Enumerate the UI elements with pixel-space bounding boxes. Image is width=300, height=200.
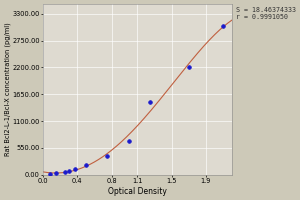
Point (54, 172, 58, 175)
Point (67, 169, 71, 172)
Point (221, 24, 226, 28)
Point (186, 66, 191, 69)
Point (73, 167, 77, 170)
Point (84, 163, 88, 166)
X-axis label: Optical Density: Optical Density (108, 187, 167, 196)
Point (105, 154, 110, 158)
Point (126, 140, 131, 143)
Point (48, 172, 52, 175)
Text: S = 18.46374333
r = 0.9991050: S = 18.46374333 r = 0.9991050 (236, 7, 296, 20)
Point (62, 171, 67, 174)
Point (148, 100, 153, 103)
Y-axis label: Rat Bcl2-L-1/Bcl-X concentration (pg/ml): Rat Bcl2-L-1/Bcl-X concentration (pg/ml) (4, 22, 11, 156)
